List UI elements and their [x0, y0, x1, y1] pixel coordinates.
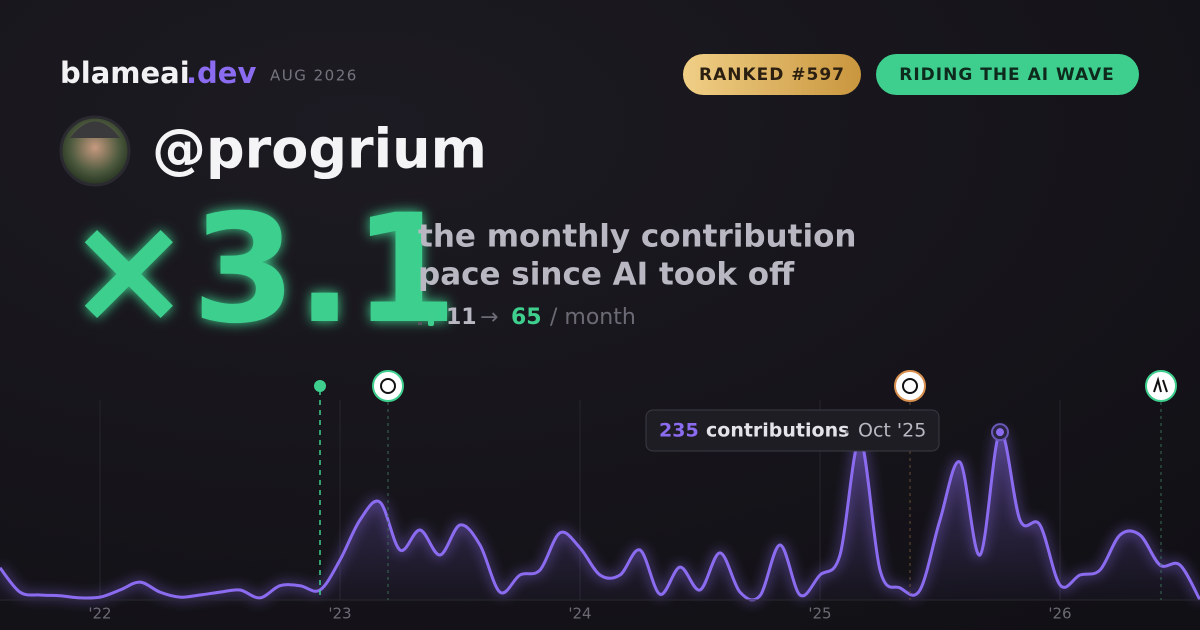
description-line: pace since AI took off — [418, 257, 795, 293]
x-tick-label: '25 — [808, 605, 831, 623]
highlight-point — [996, 428, 1004, 437]
event-dot — [314, 380, 326, 392]
pace-icon — [418, 322, 422, 325]
tooltip-box — [645, 409, 940, 452]
event-icon — [372, 370, 404, 402]
brand-name: blameai — [60, 56, 190, 90]
wave-text: RIDING THE AI WAVE — [899, 65, 1114, 85]
event-icon-glyph — [380, 378, 396, 394]
description-line: the monthly contribution — [418, 219, 856, 255]
brand-tld: .dev — [186, 56, 256, 90]
handle: @progrium — [152, 118, 487, 181]
tooltip-sep — [845, 430, 849, 434]
rank-text: RANKED #597 — [699, 65, 845, 85]
avatar-hat — [70, 121, 120, 138]
event-icon — [894, 370, 926, 402]
pace-before: 11 — [446, 305, 477, 330]
pace-after: 65 — [511, 305, 542, 330]
pace-unit: / month — [550, 305, 636, 330]
wave-badge — [876, 54, 1139, 95]
tooltip-label: contributions — [706, 420, 849, 442]
date: AUG 2026 — [270, 67, 358, 85]
chart: '22 '23 '24 '25 '26 — [0, 400, 1200, 623]
event-icon — [1145, 370, 1177, 402]
rank-badge — [683, 54, 861, 95]
tooltip-value: 235 — [659, 420, 699, 442]
event-icon-glyph — [902, 378, 918, 394]
multiplier: ×3.1 — [66, 183, 457, 357]
area — [0, 431, 1200, 600]
x-tick-label: '22 — [88, 605, 111, 623]
pace-icon — [428, 308, 434, 326]
events — [314, 370, 1177, 600]
x-tick-label: '23 — [328, 605, 351, 623]
pace-arrow: → — [480, 305, 498, 330]
event-icon-glyph — [1153, 376, 1168, 393]
x-tick-label: '26 — [1048, 605, 1071, 623]
tooltip-date: Oct '25 — [858, 420, 926, 442]
x-tick-label: '24 — [568, 605, 591, 623]
tooltip: 235 contributions Oct '25 — [645, 409, 940, 452]
